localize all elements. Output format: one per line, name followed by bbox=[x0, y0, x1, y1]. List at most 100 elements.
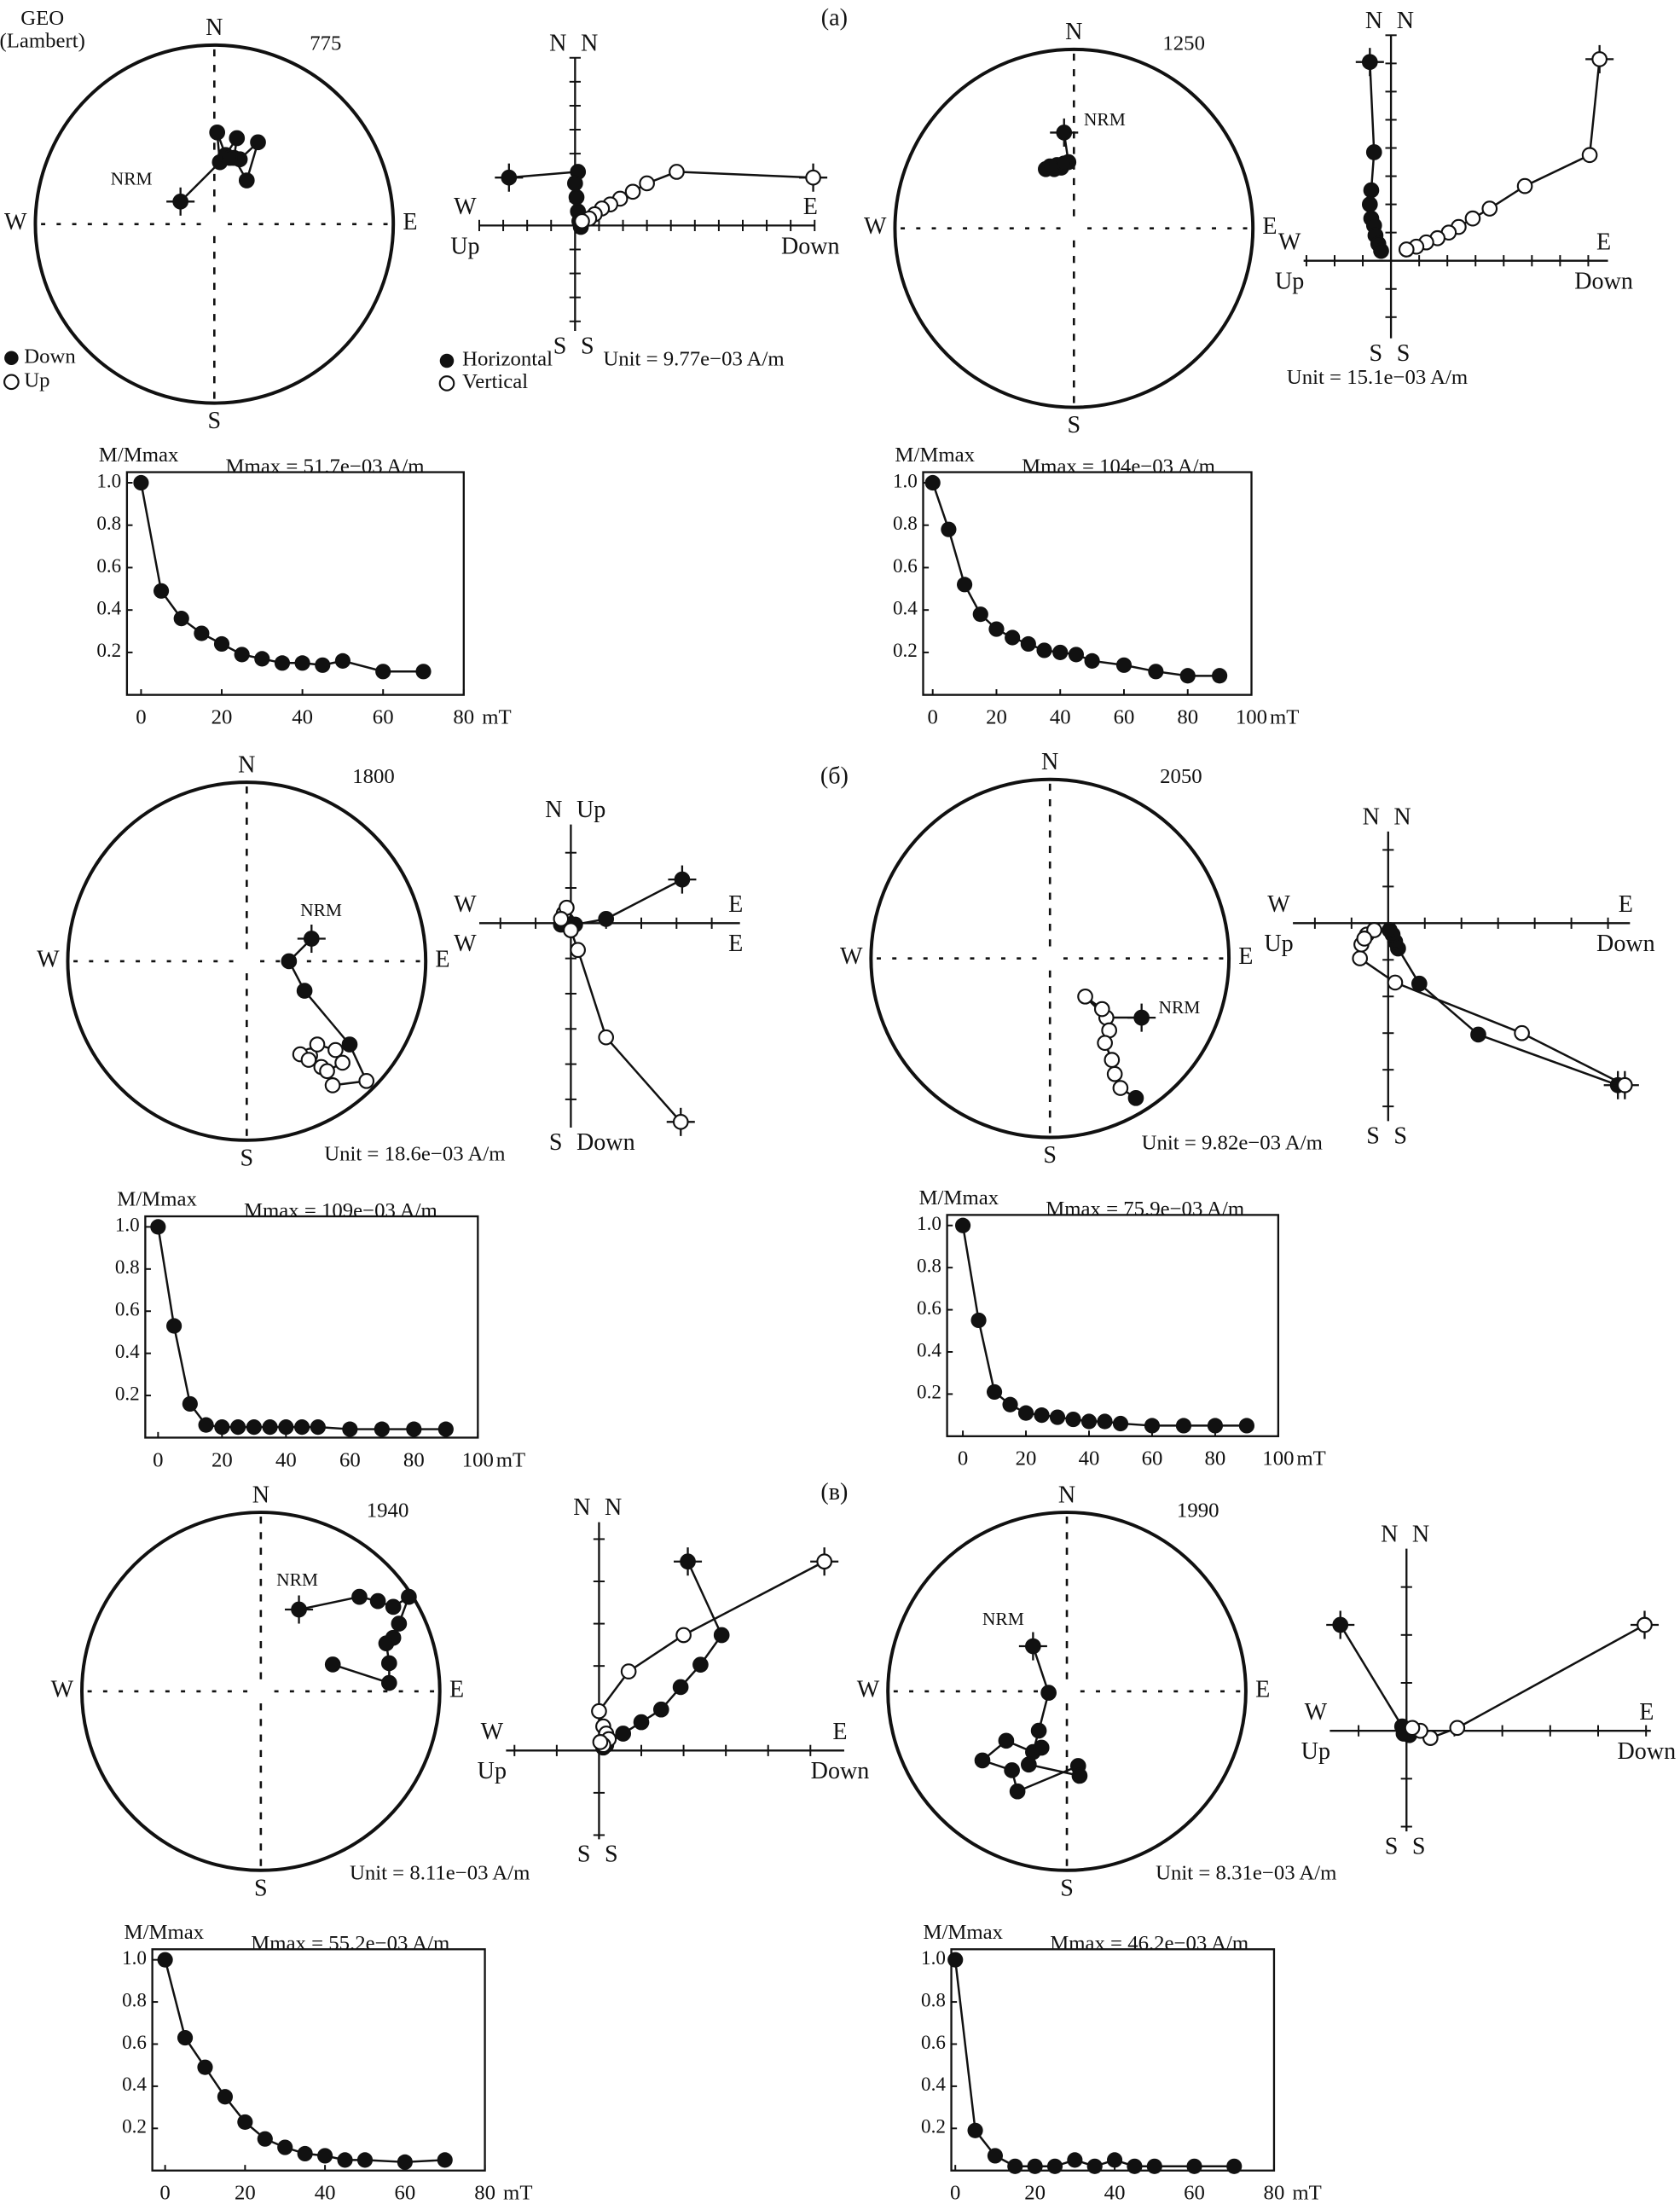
direction-label: W bbox=[840, 943, 863, 970]
x-tick-label: 0 bbox=[928, 705, 938, 728]
x-tick-label: 60 bbox=[373, 705, 394, 728]
data-point bbox=[1020, 635, 1036, 653]
data-point bbox=[941, 521, 957, 537]
x-tick-label: 0 bbox=[153, 1448, 163, 1471]
data-point bbox=[1030, 1722, 1047, 1739]
axis-label: W bbox=[454, 931, 477, 957]
data-point bbox=[166, 1318, 182, 1334]
data-point bbox=[672, 1113, 689, 1130]
data-point bbox=[1516, 177, 1533, 194]
data-point bbox=[1212, 668, 1228, 684]
data-point bbox=[675, 1627, 692, 1644]
data-point bbox=[1021, 1756, 1037, 1773]
data-point bbox=[1637, 1616, 1653, 1633]
data-point bbox=[1127, 1090, 1144, 1106]
data-point bbox=[1332, 1616, 1349, 1633]
y-tick-label: 0.2 bbox=[96, 640, 121, 662]
nrm-label: NRM bbox=[300, 900, 342, 920]
sample-label: 775 bbox=[310, 32, 341, 55]
direction-label: W bbox=[864, 213, 887, 240]
y-tick-label: 0.4 bbox=[921, 2074, 946, 2096]
data-point bbox=[415, 664, 432, 680]
y-tick-label: 0.4 bbox=[115, 1341, 140, 1363]
data-point bbox=[1071, 1767, 1088, 1784]
data-point bbox=[358, 1073, 375, 1089]
y-tick-label: 0.6 bbox=[893, 555, 918, 577]
data-point bbox=[309, 1036, 326, 1053]
data-point bbox=[257, 2131, 273, 2147]
group-label: (б) bbox=[820, 763, 849, 790]
unit-label: Unit = 8.11e−03 A/m bbox=[350, 1861, 530, 1884]
data-point bbox=[1373, 242, 1389, 259]
x-tick-label: 100 bbox=[1262, 1447, 1294, 1470]
data-point bbox=[133, 474, 149, 491]
data-point bbox=[1027, 2158, 1043, 2174]
data-point bbox=[1093, 1001, 1110, 1018]
data-point bbox=[317, 2148, 333, 2164]
x-tick-label: 80 bbox=[453, 705, 474, 728]
axis-label: Down bbox=[1618, 1738, 1677, 1765]
stereonet-circle bbox=[33, 43, 396, 405]
x-tick-label: 80 bbox=[1205, 1447, 1226, 1470]
y-tick-label: 0.2 bbox=[917, 1382, 941, 1404]
plot-frame bbox=[125, 471, 465, 696]
data-point bbox=[337, 2152, 353, 2168]
data-point bbox=[1106, 1065, 1123, 1082]
axis-label: Down bbox=[1574, 269, 1633, 295]
group-label: (в) bbox=[820, 1479, 848, 1505]
direction-label: N bbox=[206, 15, 223, 41]
data-point bbox=[1104, 1052, 1121, 1068]
nrm-label: NRM bbox=[111, 168, 153, 189]
data-point bbox=[1097, 1035, 1113, 1052]
data-point bbox=[568, 189, 585, 206]
plot-frame bbox=[950, 1948, 1276, 2172]
y-axis-title: M/Mmax bbox=[99, 444, 179, 467]
data-point bbox=[374, 1421, 390, 1437]
y-tick-label: 0.2 bbox=[893, 640, 918, 662]
data-point bbox=[310, 1419, 326, 1436]
chart-title: Mmax = 104e−03 A/m bbox=[1022, 455, 1215, 478]
data-point bbox=[250, 134, 266, 151]
data-point bbox=[198, 1417, 214, 1433]
data-point bbox=[291, 1601, 307, 1618]
data-line bbox=[179, 131, 261, 203]
nrm-label: NRM bbox=[1158, 997, 1200, 1018]
data-point bbox=[1361, 196, 1378, 212]
axis-label: Up bbox=[1301, 1738, 1330, 1765]
data-point bbox=[1049, 1409, 1066, 1425]
y-tick-label: 0.6 bbox=[917, 1297, 941, 1320]
stereonet-circle bbox=[869, 777, 1231, 1140]
data-point bbox=[574, 212, 590, 229]
axis-label: Up bbox=[576, 797, 605, 823]
nrm-label: NRM bbox=[1084, 109, 1126, 130]
x-tick-label: 100 bbox=[1236, 705, 1267, 728]
x-unit: mT bbox=[496, 1448, 525, 1471]
data-point bbox=[1481, 200, 1498, 217]
direction-label: W bbox=[51, 1676, 74, 1702]
axis-label: N bbox=[605, 1494, 622, 1521]
data-point bbox=[150, 1219, 166, 1235]
axis-label: Up bbox=[1275, 269, 1304, 295]
direction-label: W bbox=[4, 209, 27, 235]
x-unit: mT bbox=[503, 2182, 532, 2205]
data-point bbox=[237, 2114, 253, 2130]
data-point bbox=[947, 1952, 964, 1968]
direction-label: W bbox=[37, 946, 60, 972]
data-point bbox=[1097, 1413, 1113, 1430]
data-point bbox=[341, 1036, 358, 1053]
data-point bbox=[1238, 1418, 1255, 1434]
data-point bbox=[1144, 1418, 1161, 1434]
data-point bbox=[230, 1419, 246, 1436]
axis-label: W bbox=[1305, 1699, 1328, 1726]
data-point bbox=[1365, 144, 1382, 160]
y-tick-label: 0.4 bbox=[122, 2074, 147, 2096]
axis-label: S bbox=[1366, 1123, 1380, 1150]
data-point bbox=[246, 1419, 262, 1436]
data-point bbox=[1106, 2152, 1123, 2168]
legend-label: Up bbox=[24, 368, 49, 392]
y-axis-title: M/Mmax bbox=[895, 444, 975, 467]
data-point bbox=[278, 1419, 294, 1436]
data-point bbox=[1352, 950, 1369, 966]
data-point bbox=[615, 1726, 632, 1742]
y-tick-label: 1.0 bbox=[115, 1215, 140, 1237]
